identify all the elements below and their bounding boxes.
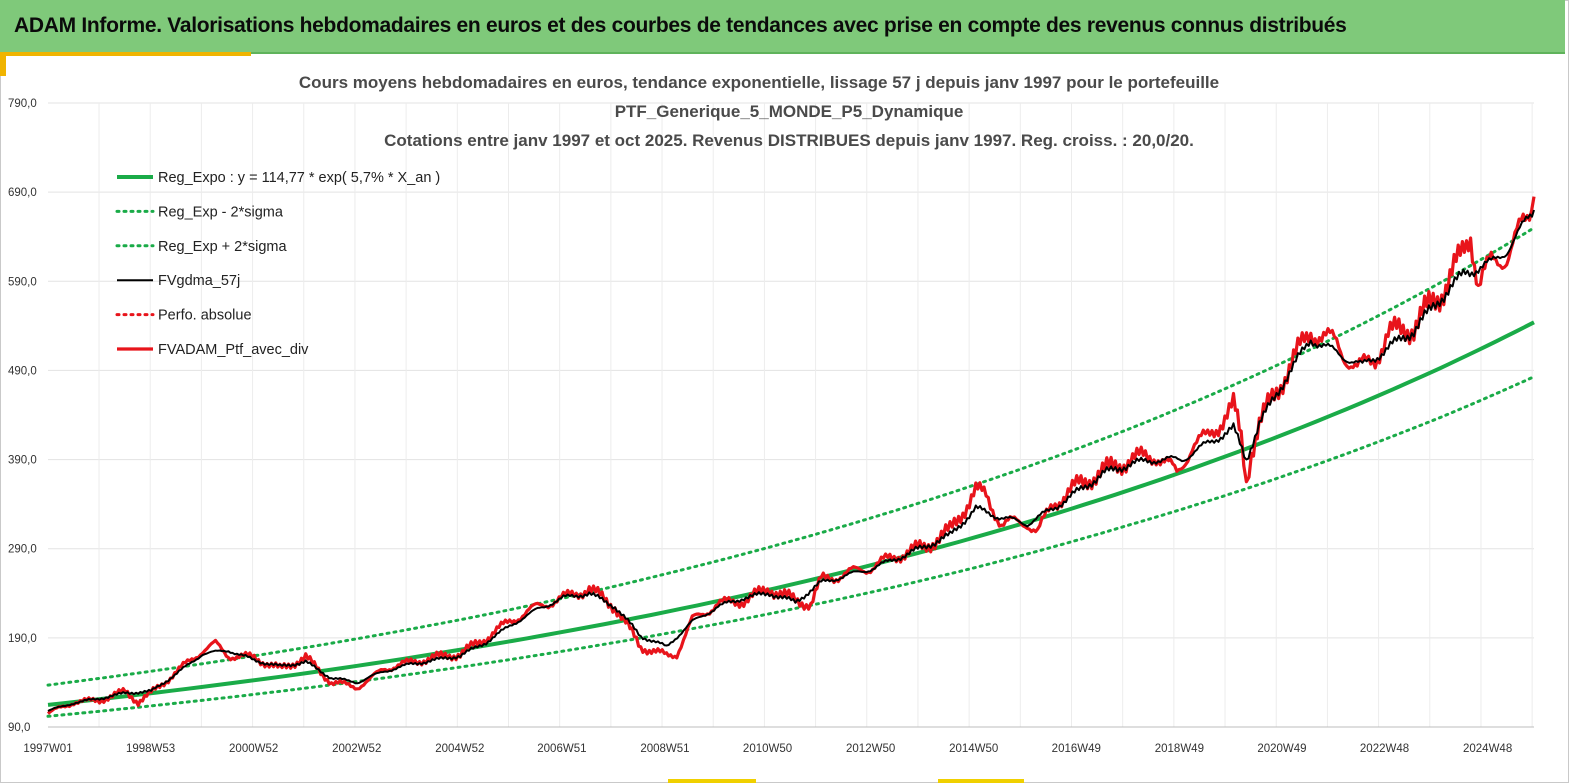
chart-ticks: 90,0 190,0 290,0 390,0 490,0 590,0 690,0 790,0 1… xyxy=(8,98,1512,755)
series-line-3 xyxy=(47,209,1535,712)
legend-label: FVADAM_Ptf_avec_div xyxy=(158,342,309,358)
legend-label: Reg_Exp - 2*sigma xyxy=(158,204,284,220)
legend-label: Reg_Exp + 2*sigma xyxy=(158,239,287,255)
chart-grid xyxy=(48,102,1534,728)
x-tick-label: 2004W52 xyxy=(435,743,484,755)
legend-label: Reg_Expo : y = 114,77 * exp( 5,7% * X_an… xyxy=(158,170,440,186)
chart-title-line-1: Cours moyens hebdomadaires en euros, ten… xyxy=(299,73,1219,92)
y-tick-label: 690,0 xyxy=(8,187,37,199)
y-tick-label: 790,0 xyxy=(8,98,37,110)
x-tick-label: 2020W49 xyxy=(1257,743,1306,755)
x-tick-label: 1998W53 xyxy=(126,743,175,755)
x-tick-label: 1997W01 xyxy=(23,743,72,755)
chart-title-line-3: Cotations entre janv 1997 et oct 2025. R… xyxy=(384,131,1194,150)
accent-bar-left xyxy=(0,52,6,76)
series-line-1 xyxy=(46,375,1536,718)
page-title: ADAM Informe. Valorisations hebdomadaire… xyxy=(14,14,1347,37)
y-tick-label: 390,0 xyxy=(8,455,37,467)
accent-bar-top xyxy=(6,52,251,56)
series-line-2 xyxy=(46,226,1536,687)
x-tick-label: 2008W51 xyxy=(640,743,689,755)
x-tick-label: 2000W52 xyxy=(229,743,278,755)
x-tick-label: 2006W51 xyxy=(537,743,586,755)
accent-bar-bottom-2 xyxy=(938,779,1024,783)
x-tick-label: 2016W49 xyxy=(1052,743,1101,755)
legend-label: Perfo. absolue xyxy=(158,308,252,324)
y-tick-label: 590,0 xyxy=(8,276,37,288)
x-tick-label: 2002W52 xyxy=(332,743,381,755)
y-tick-label: 190,0 xyxy=(8,633,37,645)
chart-series xyxy=(46,196,1536,718)
y-tick-label: 290,0 xyxy=(8,544,37,556)
x-tick-label: 2012W50 xyxy=(846,743,895,755)
x-tick-label: 2018W49 xyxy=(1155,743,1204,755)
x-tick-label: 2024W48 xyxy=(1463,743,1512,755)
series-line-0 xyxy=(47,320,1535,707)
chart-legend: Reg_Expo : y = 114,77 * exp( 5,7% * X_an… xyxy=(115,170,440,358)
x-tick-label: 2022W48 xyxy=(1360,743,1409,755)
x-tick-label: 2010W50 xyxy=(743,743,792,755)
x-tick-label: 2014W50 xyxy=(949,743,998,755)
y-tick-label: 490,0 xyxy=(8,365,37,377)
chart-title-line-2: PTF_Generique_5_MONDE_P5_Dynamique xyxy=(615,102,964,121)
series-line-5 xyxy=(46,196,1536,715)
header-bar: ADAM Informe. Valorisations hebdomadaire… xyxy=(0,0,1565,54)
y-tick-label: 90,0 xyxy=(8,722,30,734)
legend-label: FVgdma_57j xyxy=(158,273,240,289)
accent-bar-bottom-1 xyxy=(668,779,756,783)
